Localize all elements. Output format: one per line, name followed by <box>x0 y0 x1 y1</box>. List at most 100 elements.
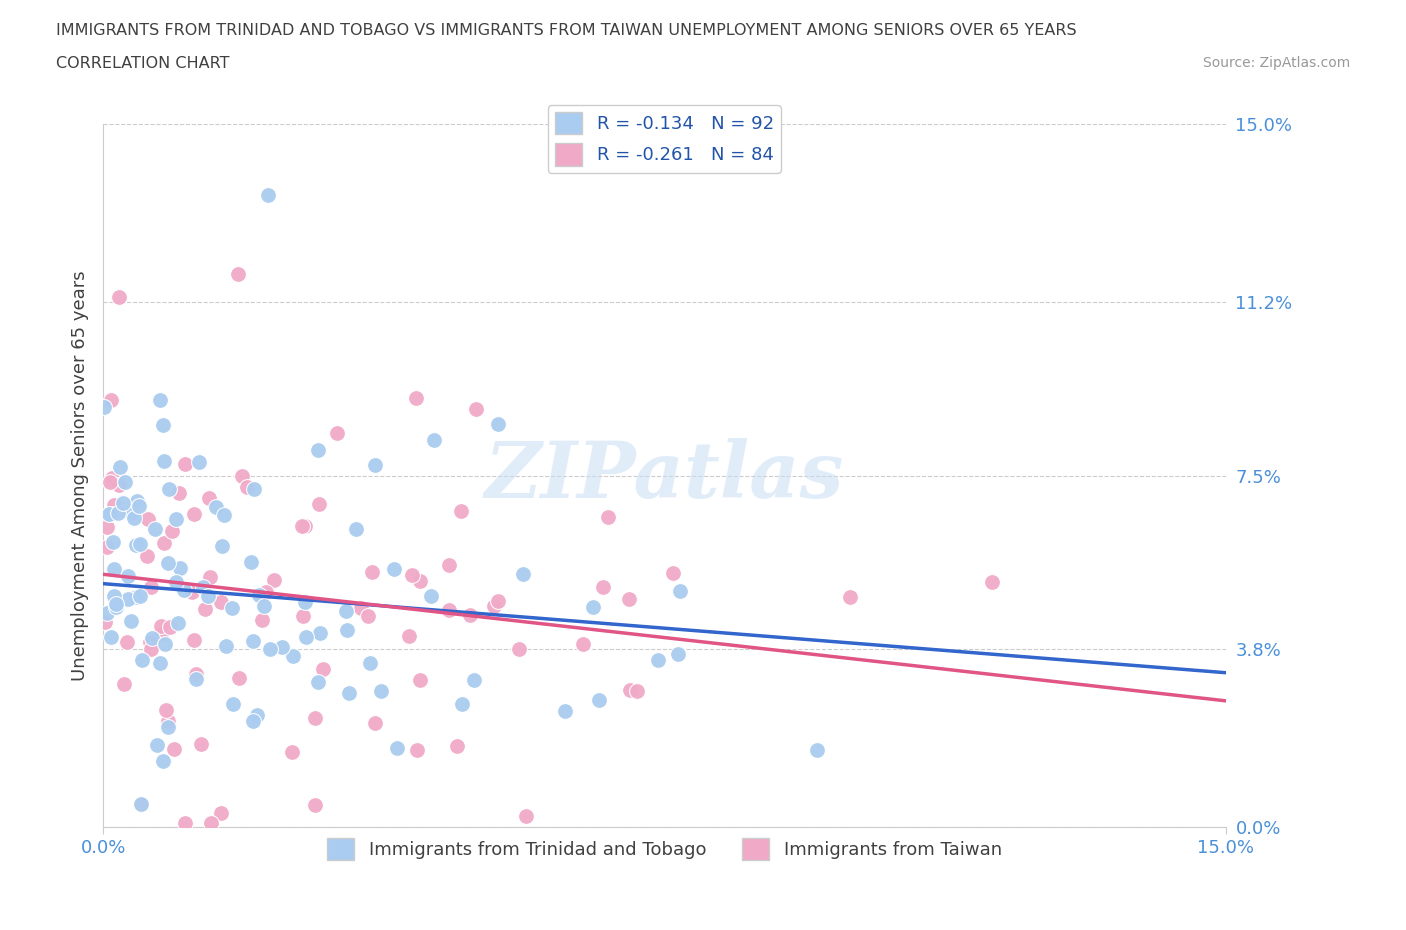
Point <box>209 594 232 609</box>
Point <box>308 497 330 512</box>
Point <box>101 535 124 550</box>
Point <box>104 596 127 611</box>
Point <box>96 539 118 554</box>
Point <box>117 569 139 584</box>
Point <box>281 648 304 663</box>
Point <box>115 634 138 649</box>
Point <box>307 674 329 689</box>
Point <box>294 519 316 534</box>
Point <box>214 638 236 653</box>
Point <box>482 599 505 614</box>
Point <box>120 506 142 521</box>
Point <box>97 507 120 522</box>
Point <box>112 496 135 511</box>
Point <box>254 585 277 600</box>
Point <box>108 290 131 305</box>
Point <box>247 588 270 603</box>
Point <box>96 520 118 535</box>
Point <box>149 656 172 671</box>
Point <box>98 474 121 489</box>
Point <box>128 589 150 604</box>
Point <box>129 796 152 811</box>
Point <box>226 267 249 282</box>
Point <box>515 808 537 823</box>
Legend: Immigrants from Trinidad and Tobago, Immigrants from Taiwan: Immigrants from Trinidad and Tobago, Imm… <box>319 831 1010 868</box>
Text: Source: ZipAtlas.com: Source: ZipAtlas.com <box>1202 56 1350 70</box>
Point <box>619 683 641 698</box>
Point <box>596 510 619 525</box>
Point <box>156 555 179 570</box>
Point <box>128 498 150 513</box>
Point <box>419 589 441 604</box>
Point <box>253 599 276 614</box>
Point <box>169 561 191 576</box>
Point <box>242 713 264 728</box>
Point <box>221 601 243 616</box>
Point <box>96 605 118 620</box>
Point <box>405 391 427 405</box>
Point <box>146 737 169 752</box>
Point <box>159 620 181 635</box>
Point <box>122 511 145 525</box>
Point <box>271 640 294 655</box>
Point <box>250 612 273 627</box>
Point <box>337 685 360 700</box>
Point <box>112 676 135 691</box>
Point <box>508 642 530 657</box>
Point <box>174 816 197 830</box>
Point <box>350 601 373 616</box>
Point <box>212 508 235 523</box>
Point <box>153 636 176 651</box>
Point <box>141 631 163 645</box>
Point <box>131 652 153 667</box>
Point <box>359 656 381 671</box>
Point <box>150 626 173 641</box>
Point <box>149 392 172 407</box>
Point <box>662 565 685 580</box>
Point <box>588 692 610 707</box>
Point <box>152 753 174 768</box>
Point <box>295 630 318 644</box>
Point <box>186 666 208 681</box>
Point <box>592 579 614 594</box>
Point <box>139 642 162 657</box>
Point <box>160 523 183 538</box>
Point <box>197 589 219 604</box>
Text: ZIPatlas: ZIPatlas <box>485 438 844 514</box>
Point <box>231 469 253 484</box>
Point <box>204 499 226 514</box>
Point <box>336 623 359 638</box>
Point <box>242 633 264 648</box>
Point <box>153 453 176 468</box>
Point <box>571 637 593 652</box>
Point <box>153 536 176 551</box>
Point <box>486 593 509 608</box>
Point <box>357 609 380 624</box>
Point <box>94 615 117 630</box>
Point <box>980 574 1002 589</box>
Point <box>647 653 669 668</box>
Point <box>451 697 474 711</box>
Point <box>190 737 212 751</box>
Point <box>198 490 221 505</box>
Point <box>165 575 187 590</box>
Point <box>294 594 316 609</box>
Y-axis label: Unemployment Among Seniors over 65 years: Unemployment Among Seniors over 65 years <box>72 271 89 681</box>
Point <box>364 715 387 730</box>
Point <box>256 187 278 202</box>
Point <box>152 418 174 432</box>
Point <box>463 673 485 688</box>
Text: CORRELATION CHART: CORRELATION CHART <box>56 56 229 71</box>
Point <box>408 672 430 687</box>
Point <box>460 607 482 622</box>
Point <box>125 590 148 604</box>
Point <box>186 672 208 687</box>
Point <box>304 711 326 725</box>
Point <box>107 506 129 521</box>
Point <box>309 625 332 640</box>
Point <box>344 522 367 537</box>
Point <box>666 646 689 661</box>
Point <box>104 600 127 615</box>
Point <box>187 455 209 470</box>
Point <box>228 671 250 685</box>
